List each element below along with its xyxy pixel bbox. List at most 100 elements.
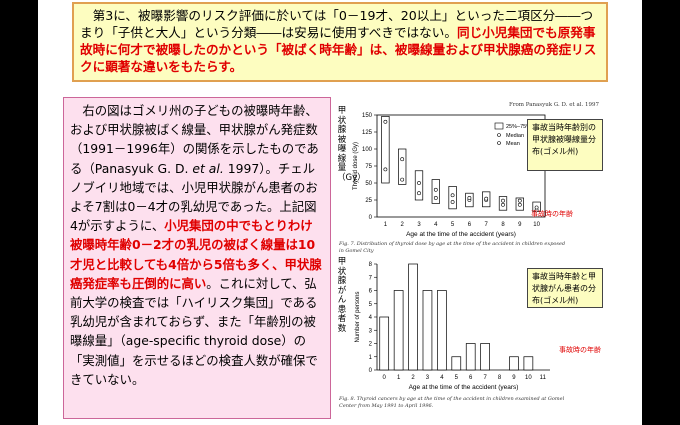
bar	[422, 290, 433, 371]
x-tick-label: 11	[540, 375, 547, 381]
figure-2-age-note: 事故時の年齢	[559, 346, 601, 354]
figure-1-caption: Fig. 7. Distribution of thyroid dose by …	[338, 241, 565, 247]
x-tick-label: 8	[498, 375, 502, 381]
median-point	[400, 177, 405, 182]
bar	[437, 290, 447, 371]
box	[448, 186, 457, 210]
mean-point	[383, 119, 388, 124]
figure-2: 甲状腺がん患者数 0 1 2 3 4 5 6 7 8 0 1 2 3 4 5 6 7 8 9 10 11 Age at t…	[335, 257, 607, 418]
median-point	[501, 202, 505, 207]
y-tick-label: 100	[362, 147, 373, 153]
header-highlight: 同じ小児集団でも原発事故時に何才で被曝したのかという「被ばく時年齢」は、被曝線量…	[80, 25, 597, 74]
mean-point	[484, 196, 489, 201]
y-tick-label: 75	[365, 164, 372, 170]
mean-point	[534, 205, 539, 210]
figure-2-annotation: 事故当時年齢と甲状腺がん患者の分布(ゴメル州)	[527, 268, 603, 308]
median-point	[417, 191, 421, 196]
x-tick-label: 7	[485, 222, 489, 228]
mean-point	[433, 187, 438, 192]
y-tick-label: 1	[369, 355, 373, 361]
x-tick-label: 10	[525, 375, 532, 381]
bar	[408, 263, 418, 371]
x-tick-label: 1	[397, 375, 401, 381]
x-tick-label: 5	[451, 222, 455, 228]
y-axis-label: Number of persons	[355, 291, 361, 342]
x-tick-label: 8	[501, 222, 505, 228]
figure-1-source: From Panasyuk G. D. et al. 1997	[509, 102, 599, 108]
mean-point	[450, 193, 455, 198]
x-tick-label: 6	[468, 222, 472, 228]
legend-median-swatch	[497, 133, 501, 137]
legend-box-label: 25%–75%	[506, 124, 531, 130]
figure-2-caption: Center from May 1991 to April 1996.	[339, 403, 434, 409]
y-tick-label: 7	[369, 275, 373, 281]
bar	[480, 343, 490, 371]
median-point	[433, 196, 438, 200]
box	[398, 148, 407, 185]
figure-1: From Panasyuk G. D. et al. 1997 甲状腺被曝線量（…	[335, 97, 607, 260]
mean-point	[517, 198, 522, 203]
y-tick-label: 25	[365, 198, 372, 204]
x-tick-label: 4	[434, 222, 438, 228]
y-tick-label: 0	[369, 368, 373, 374]
bar	[509, 356, 519, 371]
bar	[465, 343, 476, 371]
box	[381, 116, 390, 184]
body-text-box: 右の図はゴメリ州の子どもの被曝時年齢、および甲状腺被ばく線量、甲状腺がん発症数（…	[63, 97, 331, 419]
figure-1-annotation: 事故当時年齢別の甲状腺被曝線量分布(ゴメル州)	[527, 119, 603, 171]
y-tick-label: 2	[369, 342, 373, 348]
legend-box-swatch	[494, 122, 504, 130]
x-tick-label: 3	[417, 222, 421, 228]
legend-median-label: Median	[506, 133, 524, 139]
header-box: 第3に、被曝影響のリスク評価に於いては「0－19才、20以上」といった二項区分―…	[72, 2, 608, 82]
thyroid-dose-chart: 0 25 50 75 100 125 150 1 2 3 4 5 6 7 8 9 10 Age at the ti…	[338, 113, 565, 254]
mean-point	[501, 198, 505, 203]
legend-mean-swatch	[497, 141, 501, 145]
bar	[451, 356, 462, 371]
body-etal: et al.	[192, 160, 224, 176]
mean-point	[467, 196, 472, 200]
bar	[379, 316, 390, 371]
body-text-3: 。これに対して、弘前大学の検査では「ハイリスク集団」である乳幼児が含まれておらず…	[70, 275, 318, 387]
figure-1-age-note: 事故時の年齢	[531, 210, 573, 218]
median-point	[517, 202, 522, 207]
body-text-1: 右の図はゴメリ州の子どもの被曝時年齢、および甲状腺被ばく線量、甲状腺がん発症数（…	[70, 103, 319, 176]
x-tick-label: 9	[518, 222, 522, 228]
y-tick-label: 8	[369, 262, 373, 268]
y-tick-label: 125	[362, 130, 373, 136]
x-tick-label: 0	[383, 375, 387, 381]
x-tick-label: 5	[455, 375, 459, 381]
x-tick-label: 4	[440, 375, 444, 381]
body-highlight: 小児集団の中でもとりわけ被曝時年齢0－2才の乳児の被ばく線量は10才児と比較して…	[70, 218, 322, 291]
box	[414, 170, 424, 201]
y-tick-label: 150	[362, 113, 373, 119]
median-point	[450, 200, 455, 204]
y-tick-label: 3	[369, 328, 373, 334]
x-axis-label: Age at the time of the accident (years)	[406, 231, 516, 238]
y-tick-label: 6	[369, 289, 373, 295]
figure-2-side-label: 甲状腺がん患者数	[337, 257, 347, 334]
y-tick-label: 50	[365, 181, 372, 187]
x-tick-label: 2	[401, 222, 405, 228]
x-tick-label: 1	[384, 222, 388, 228]
header-text: 第3に、被曝影響のリスク評価に於いては「0－19才、20以上」といった二項区分―…	[80, 8, 594, 40]
x-tick-label: 3	[426, 375, 430, 381]
x-tick-label: 10	[533, 222, 540, 228]
y-tick-label: 4	[369, 315, 373, 321]
thyroid-cancer-chart: 0 1 2 3 4 5 6 7 8 0 1 2 3 4 5 6 7 8 9 10 11 Age at the time o…	[338, 262, 565, 409]
y-tick-label: 5	[369, 302, 373, 308]
x-tick-label: 6	[469, 375, 473, 381]
bar	[393, 290, 404, 371]
mean-point	[417, 181, 421, 185]
y-axis-label: Thyroid dose (Gy)	[353, 142, 359, 190]
x-tick-label: 2	[411, 375, 415, 381]
body-text-2: 1997）。チェルノブイリ地域では、小児甲状腺がん患者のおよそ7割は0－4才の乳…	[70, 160, 318, 234]
mean-point	[400, 157, 405, 162]
x-tick-label: 7	[483, 375, 487, 381]
figure-2-caption: Fig. 8. Thyroid cancers by age at the ti…	[338, 396, 565, 402]
figure-1-caption: in Gomel City	[339, 248, 374, 254]
x-axis-label: Age at the time of the accident (years)	[409, 384, 519, 391]
legend-mean-label: Mean	[506, 141, 520, 147]
x-tick-label: 9	[512, 375, 516, 381]
bar	[523, 356, 534, 371]
